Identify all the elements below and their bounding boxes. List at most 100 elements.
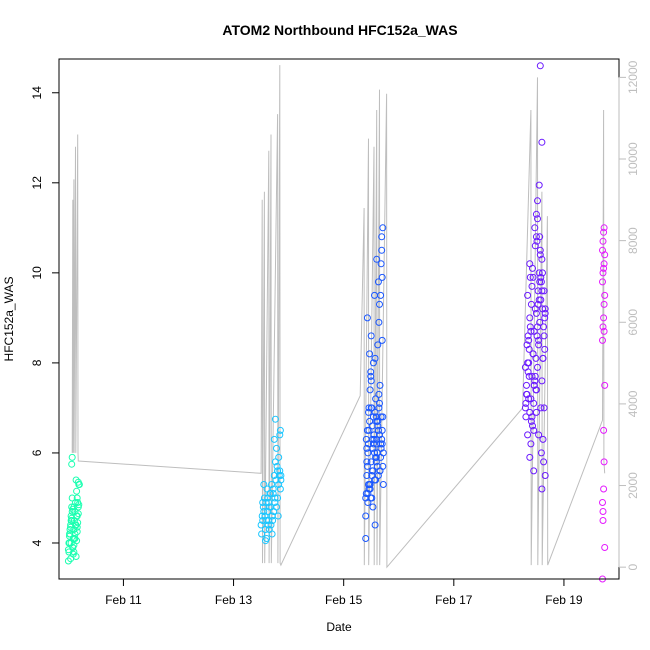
- data-point-2-96: [379, 224, 387, 232]
- data-point-2-51: [367, 368, 375, 376]
- data-point-3-68: [531, 224, 539, 232]
- data-point-2-99: [378, 440, 386, 448]
- data-point-3-84: [541, 305, 549, 313]
- data-point-1-56: [265, 517, 273, 524]
- data-point-2-93: [369, 467, 377, 475]
- data-point-3-82: [535, 336, 543, 344]
- data-point-2-74: [374, 341, 382, 349]
- data-point-3-38: [524, 291, 532, 299]
- data-point-2-55: [376, 300, 383, 308]
- data-point-4-12: [600, 264, 608, 272]
- data-point-3-32: [536, 251, 544, 259]
- data-point-3-0: [521, 404, 529, 412]
- data-point-1-45: [267, 503, 275, 511]
- data-point-0-7: [68, 494, 76, 502]
- data-point-1-55: [268, 530, 276, 538]
- data-point-2-92: [366, 481, 374, 488]
- data-point-0-16: [73, 528, 81, 536]
- data-point-2-97: [367, 404, 375, 412]
- y2-tick-label-4: 8000: [626, 227, 640, 254]
- data-point-0-0: [64, 557, 72, 565]
- data-point-3-96: [536, 62, 544, 70]
- data-point-3-94: [535, 181, 543, 189]
- data-point-3-98: [530, 467, 538, 475]
- data-point-3-63: [539, 269, 546, 277]
- y-axis: 4 6 8 10 12 14: [30, 86, 60, 546]
- data-point-2-72: [367, 332, 375, 340]
- data-point-3-12: [535, 341, 543, 349]
- data-point-3-91: [532, 210, 540, 218]
- data-point-3-92: [532, 233, 540, 241]
- data-point-2-83: [368, 494, 376, 502]
- data-point-2-29: [376, 399, 383, 407]
- data-point-0-50: [68, 460, 76, 468]
- data-point-2-1: [363, 472, 371, 479]
- data-point-3-65: [524, 332, 532, 340]
- data-point-3-97: [538, 485, 546, 493]
- x-tick-label-0: Feb 11: [105, 593, 142, 607]
- data-point-3-66: [526, 273, 534, 281]
- data-point-2-89: [370, 435, 378, 443]
- data-point-2-95: [376, 431, 383, 439]
- data-point-2-25: [371, 408, 379, 416]
- data-point-1-0: [257, 521, 265, 529]
- data-point-3-1: [523, 381, 530, 389]
- data-point-0-53: [73, 494, 81, 502]
- data-point-3-55: [540, 287, 548, 295]
- data-point-2-43: [367, 377, 375, 385]
- data-point-3-67: [529, 264, 536, 272]
- data-point-1-42: [276, 426, 284, 434]
- data-point-2-91: [377, 291, 385, 299]
- data-point-1-1: [258, 512, 266, 520]
- data-point-3-34: [539, 305, 546, 313]
- data-point-3-42: [532, 408, 540, 416]
- data-point-1-28: [268, 481, 275, 488]
- data-point-2-56: [378, 233, 386, 241]
- data-point-2-65: [362, 535, 370, 542]
- y-tick-label-2: 8: [30, 359, 44, 366]
- data-point-1-21: [260, 508, 268, 515]
- data-point-3-3: [525, 336, 533, 344]
- data-point-3-11: [534, 363, 541, 371]
- data-point-4-3: [600, 458, 608, 466]
- data-point-0-51: [68, 453, 76, 461]
- data-point-2-39: [375, 390, 383, 398]
- data-point-3-40: [528, 282, 536, 290]
- data-point-3-76: [532, 309, 540, 317]
- data-point-2-61: [372, 453, 380, 461]
- data-point-4-8: [600, 300, 608, 308]
- data-point-2-98: [373, 255, 381, 263]
- data-point-1-40: [271, 499, 279, 506]
- data-point-0-52: [73, 487, 81, 495]
- data-point-2-77: [366, 386, 374, 394]
- data-point-0-47: [71, 535, 79, 542]
- data-point-3-15: [538, 377, 546, 385]
- x-tick-label-1: Feb 13: [215, 593, 253, 607]
- data-point-3-26: [530, 399, 538, 407]
- data-point-3-80: [528, 413, 536, 421]
- data-point-1-54: [277, 472, 285, 479]
- data-point-2-85: [374, 278, 382, 286]
- data-point-1-32: [272, 476, 280, 484]
- data-point-3-54: [538, 255, 546, 263]
- data-point-4-1: [599, 517, 607, 524]
- data-point-3-72: [540, 458, 548, 466]
- data-point-2-37: [371, 449, 378, 457]
- y-tick-label-4: 12: [30, 176, 44, 190]
- data-point-1-13: [271, 458, 279, 466]
- data-point-3-71: [537, 449, 545, 457]
- data-point-3-51: [531, 242, 539, 250]
- data-point-3-73: [522, 399, 530, 407]
- data-point-3-43: [535, 431, 543, 439]
- data-point-2-18: [363, 462, 371, 470]
- data-point-1-22: [261, 512, 269, 520]
- data-point-3-45: [539, 435, 547, 443]
- data-point-1-29: [269, 517, 277, 524]
- data-point-3-77: [536, 278, 544, 286]
- data-point-4-4: [601, 381, 609, 389]
- data-point-2-81: [379, 449, 387, 457]
- data-point-3-29: [533, 332, 541, 340]
- data-point-1-51: [275, 453, 283, 461]
- data-point-3-64: [541, 314, 549, 322]
